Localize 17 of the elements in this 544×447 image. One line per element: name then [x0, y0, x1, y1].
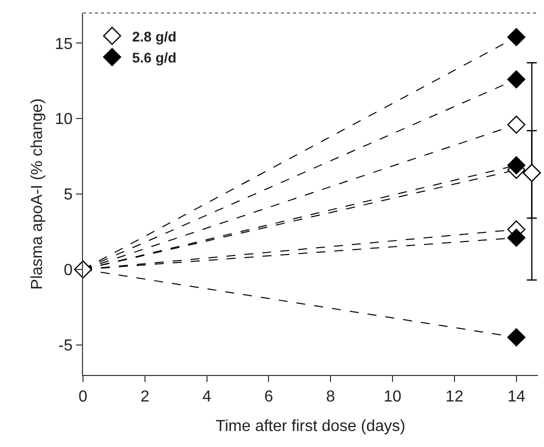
- x-tick-label: 12: [446, 388, 464, 406]
- y-tick-label: 5: [64, 186, 73, 204]
- y-tick-label: 10: [54, 111, 73, 128]
- x-tick-label: 10: [384, 388, 402, 406]
- y-tick-label: -5: [58, 337, 73, 354]
- x-axis-title: Time after first dose (days): [216, 418, 406, 436]
- legend-label: 2.8 g/d: [132, 28, 176, 44]
- y-axis-title: Plasma apoA-I (% change): [28, 98, 46, 290]
- y-tick-label: 0: [64, 262, 73, 280]
- x-tick-label: 4: [202, 388, 212, 406]
- legend-label: 5.6 g/d: [132, 50, 176, 66]
- x-tick-label: 14: [507, 388, 526, 406]
- y-tick-label: 15: [54, 36, 73, 53]
- x-tick-label: 6: [264, 388, 274, 406]
- x-tick-label: 8: [326, 388, 336, 406]
- x-tick-label: 0: [78, 388, 88, 406]
- x-tick-label: 2: [140, 388, 150, 406]
